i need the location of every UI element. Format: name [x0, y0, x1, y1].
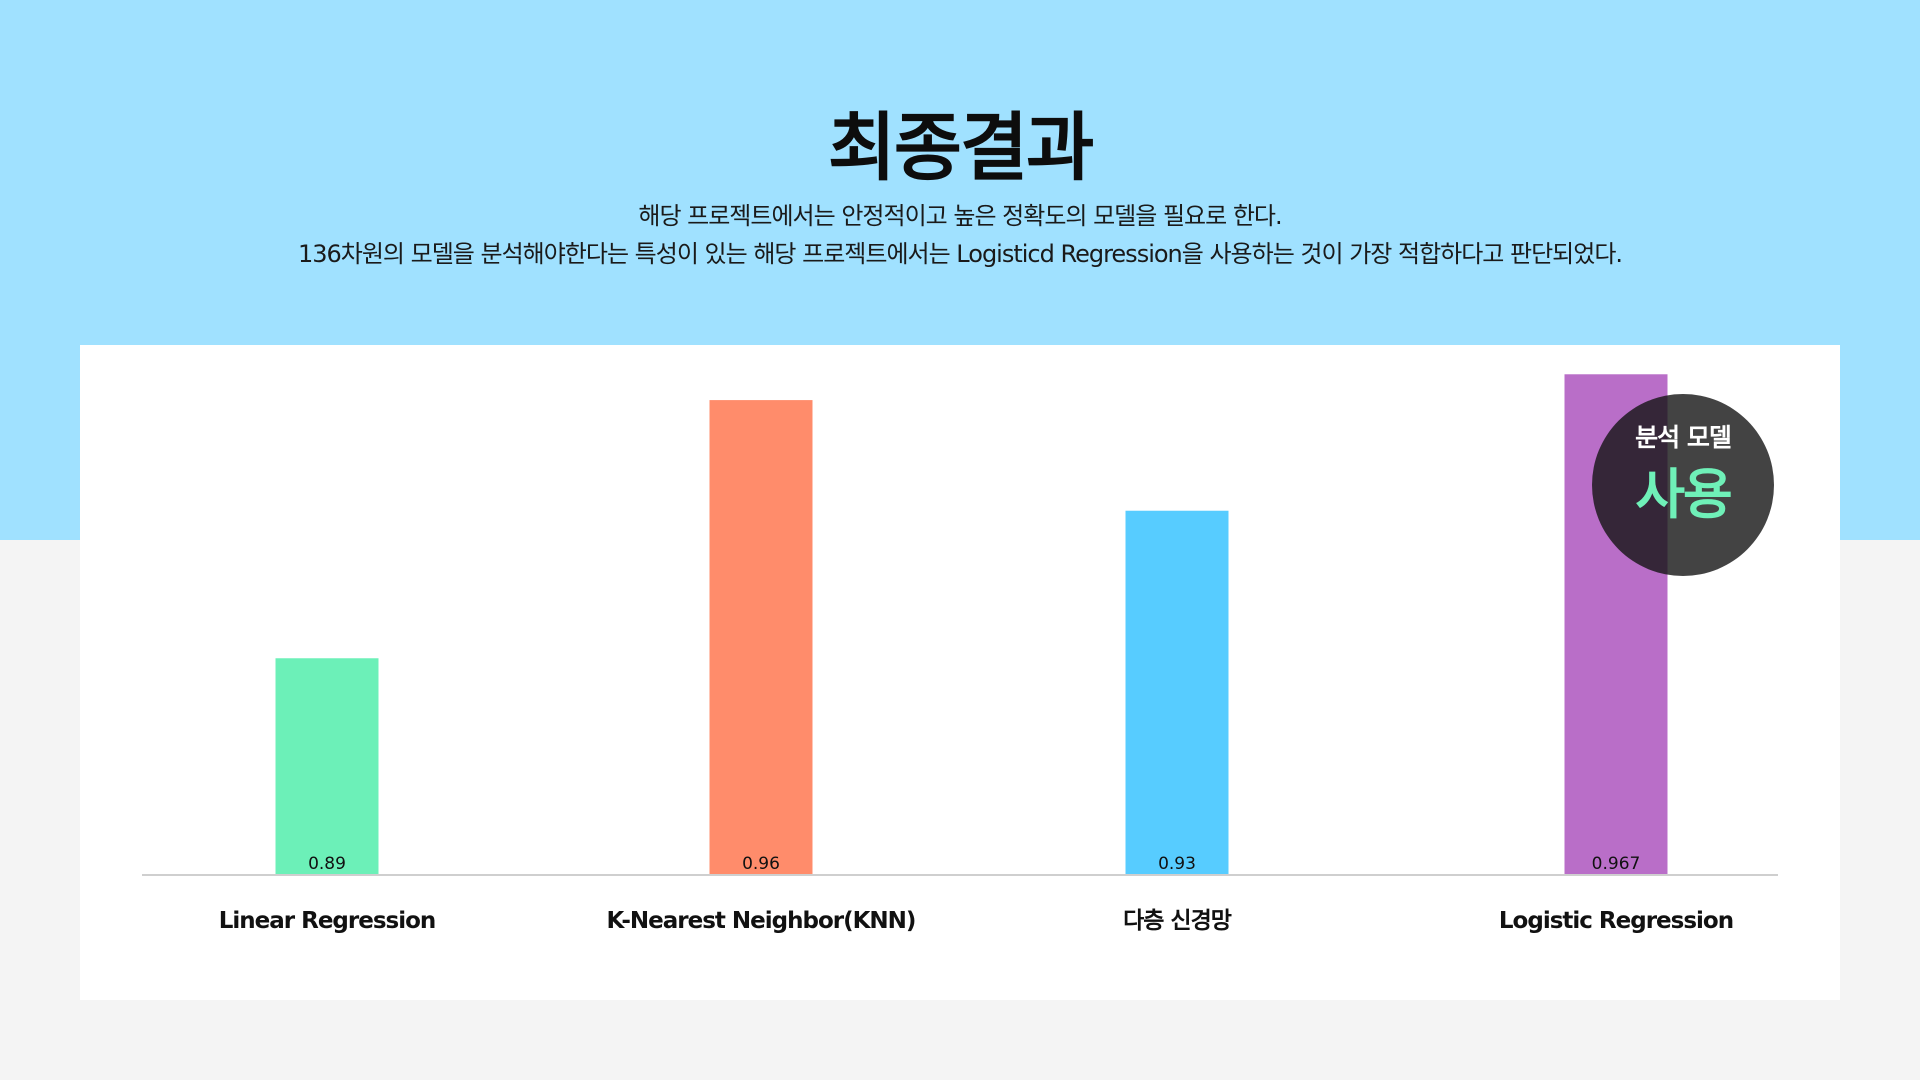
category-label-3: 다층 신경망: [1123, 908, 1232, 934]
bar-value-label-3: 0.93: [1158, 854, 1196, 874]
selected-model-badge: 분석 모델 사용: [1592, 394, 1774, 576]
chart-panel: 0.89 Linear Regression 0.96 K-Nearest Neigh…: [80, 345, 1840, 1000]
category-label-2: K-Nearest Neighbor(KNN): [607, 908, 916, 934]
category-label-4: Logistic Regression: [1499, 908, 1733, 934]
description-line-2: 136차원의 모델을 분석해야한다는 특성이 있는 해당 프로젝트에서는 Log…: [297, 240, 1623, 268]
bar-chart: 0.89 Linear Regression 0.96 K-Nearest Neigh…: [142, 374, 1778, 934]
bar-value-label-4: 0.967: [1592, 854, 1641, 874]
description-line-1: 해당 프로젝트에서는 안정적이고 높은 정확도의 모델을 필요로 한다.: [638, 202, 1282, 230]
bar-value-label-1: 0.89: [308, 854, 346, 874]
bar-3: [1125, 510, 1229, 874]
bar-value-label-2: 0.96: [742, 854, 780, 874]
bar-2: [709, 400, 813, 874]
bar-1: [275, 658, 379, 874]
badge-highlight: 사용: [1635, 463, 1732, 526]
page-title: 최종결과: [827, 105, 1094, 191]
badge-label: 분석 모델: [1635, 423, 1732, 452]
category-label-1: Linear Regression: [219, 908, 436, 934]
